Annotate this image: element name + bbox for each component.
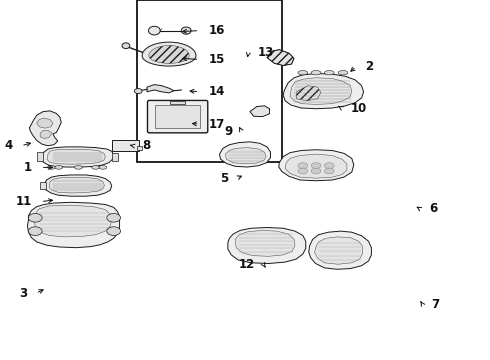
Polygon shape <box>41 147 114 167</box>
Ellipse shape <box>148 26 160 35</box>
Bar <box>155 105 200 128</box>
Ellipse shape <box>311 163 321 168</box>
Polygon shape <box>290 78 352 104</box>
Ellipse shape <box>122 43 130 49</box>
Bar <box>40 182 46 189</box>
Polygon shape <box>49 177 104 193</box>
Polygon shape <box>296 86 321 101</box>
Ellipse shape <box>338 71 348 75</box>
Polygon shape <box>142 42 196 66</box>
Bar <box>137 146 142 150</box>
Text: 5: 5 <box>220 172 228 185</box>
Polygon shape <box>315 237 363 264</box>
Ellipse shape <box>311 168 321 174</box>
Ellipse shape <box>298 168 308 174</box>
Polygon shape <box>29 111 61 146</box>
Ellipse shape <box>134 89 142 94</box>
Text: 17: 17 <box>208 118 224 131</box>
Text: 1: 1 <box>24 161 32 174</box>
Bar <box>171 101 185 104</box>
Ellipse shape <box>28 227 42 235</box>
Text: 12: 12 <box>239 258 255 271</box>
Text: 6: 6 <box>429 202 437 215</box>
Text: 2: 2 <box>365 60 373 73</box>
Ellipse shape <box>74 166 82 169</box>
Polygon shape <box>267 50 294 66</box>
FancyBboxPatch shape <box>147 100 208 133</box>
Bar <box>112 153 118 161</box>
Text: 3: 3 <box>19 287 27 300</box>
Polygon shape <box>279 150 354 181</box>
Text: 15: 15 <box>208 53 224 66</box>
Polygon shape <box>149 46 189 63</box>
Polygon shape <box>27 202 120 248</box>
Text: 8: 8 <box>142 139 150 152</box>
Ellipse shape <box>107 227 121 235</box>
Text: 14: 14 <box>208 85 224 98</box>
Ellipse shape <box>92 166 99 169</box>
Ellipse shape <box>298 71 308 75</box>
Polygon shape <box>283 73 364 109</box>
Polygon shape <box>220 142 270 167</box>
Polygon shape <box>34 205 112 237</box>
Text: 11: 11 <box>16 195 32 208</box>
Polygon shape <box>47 149 105 164</box>
Text: 10: 10 <box>350 102 367 114</box>
Ellipse shape <box>107 213 121 222</box>
Ellipse shape <box>324 163 334 168</box>
Text: 7: 7 <box>431 298 440 311</box>
Bar <box>137 0 282 162</box>
Ellipse shape <box>324 71 334 75</box>
Text: 16: 16 <box>208 24 224 37</box>
Polygon shape <box>147 85 174 93</box>
Ellipse shape <box>99 166 107 169</box>
Ellipse shape <box>298 163 308 168</box>
Polygon shape <box>285 154 347 178</box>
Text: 13: 13 <box>257 46 273 59</box>
Ellipse shape <box>311 71 321 75</box>
Ellipse shape <box>28 213 42 222</box>
Bar <box>37 152 43 161</box>
Polygon shape <box>44 175 112 196</box>
Ellipse shape <box>324 168 334 174</box>
Ellipse shape <box>181 27 191 34</box>
Polygon shape <box>228 228 306 264</box>
Ellipse shape <box>48 166 55 169</box>
Polygon shape <box>37 118 53 128</box>
Text: 9: 9 <box>224 125 233 138</box>
Polygon shape <box>250 106 270 117</box>
Polygon shape <box>40 130 52 139</box>
Ellipse shape <box>55 166 63 169</box>
Text: 4: 4 <box>4 139 12 152</box>
Bar <box>112 140 139 151</box>
Polygon shape <box>235 230 295 256</box>
Polygon shape <box>309 231 371 269</box>
Polygon shape <box>225 148 266 164</box>
